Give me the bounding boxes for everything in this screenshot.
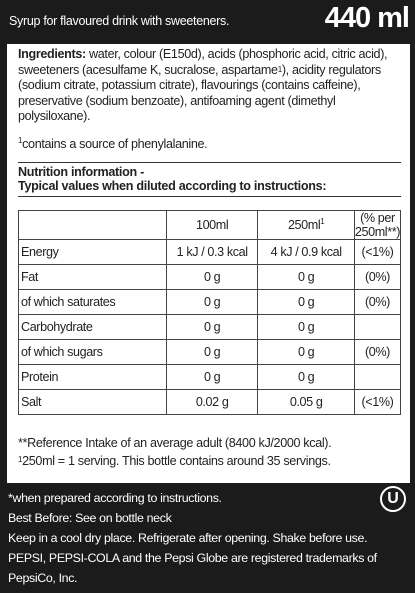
row-value-ri: (0%): [353, 339, 402, 365]
divider: [18, 196, 401, 197]
table-header-row: 100ml 250ml1 (% per 250ml**): [18, 210, 402, 240]
nutrition-notes: **Reference Intake of an average adult (…: [18, 434, 332, 470]
reference-intake-note: **Reference Intake of an average adult (…: [18, 436, 332, 450]
ingredients-sup: 1: [277, 64, 282, 74]
row-value-ri: [353, 314, 402, 340]
best-before: Best Before: See on bottle neck: [8, 511, 172, 525]
row-value-250ml: 0 g: [257, 289, 355, 315]
ingredients-label: Ingredients:: [18, 47, 86, 61]
footnote-text: contains a source of phenylalanine.: [22, 137, 208, 151]
table-row: of which sugars 0 g 0 g (0%): [18, 339, 402, 365]
row-value-250ml: 0 g: [257, 364, 355, 390]
kosher-symbol-icon: U: [380, 486, 406, 512]
storage-instructions: Keep in a cool dry place. Refrigerate af…: [8, 531, 368, 545]
row-label: Energy: [18, 239, 167, 265]
header-250ml: 250ml1: [257, 210, 355, 240]
table-row: Energy 1 kJ / 0.3 kcal 4 kJ / 0.9 kcal (…: [18, 239, 402, 265]
row-label: Fat: [18, 264, 167, 290]
row-value-ri: [353, 364, 402, 390]
ingredients-part2: ), acidity regulators (sodium citrate, p…: [18, 62, 381, 124]
product-description: Syrup for flavoured drink with sweetener…: [9, 14, 230, 28]
trademark-notice: PEPSI, PEPSI-COLA and the Pepsi Globe ar…: [8, 551, 377, 585]
nutrition-heading: Nutrition information - Typical values w…: [18, 165, 327, 193]
row-label: of which saturates: [18, 289, 167, 315]
row-value-100ml: 0.02 g: [165, 389, 259, 415]
row-label: of which sugars: [18, 339, 167, 365]
serving-note-text: 250ml = 1 serving. This bottle contains …: [22, 454, 331, 468]
table-row: Salt 0.02 g 0.05 g (<1%): [18, 389, 402, 415]
row-value-100ml: 0 g: [165, 364, 259, 390]
top-bar: Syrup for flavoured drink with sweetener…: [0, 0, 415, 44]
row-value-ri: (0%): [353, 289, 402, 315]
footnote-sup: 1: [18, 136, 23, 145]
table-row: Fat 0 g 0 g (0%): [18, 264, 402, 290]
row-value-250ml: 0 g: [257, 314, 355, 340]
nutrition-table: 100ml 250ml1 (% per 250ml**) Energy 1 kJ…: [18, 210, 402, 415]
label-panel: Ingredients: water, colour (E150d), acid…: [7, 44, 410, 483]
row-value-ri: (<1%): [353, 389, 402, 415]
row-value-100ml: 1 kJ / 0.3 kcal: [165, 239, 259, 265]
row-value-100ml: 0 g: [165, 314, 259, 340]
nutrition-title: Nutrition information -: [18, 165, 145, 179]
header-ri: (% per 250ml**): [353, 210, 402, 240]
row-value-ri: (0%): [353, 264, 402, 290]
footer-text: *when prepared according to instructions…: [8, 488, 415, 588]
table-cell: [18, 210, 167, 240]
ingredients-text: Ingredients: water, colour (E150d), acid…: [18, 47, 406, 125]
header-250ml-sup: 1: [320, 217, 325, 226]
row-value-ri: (<1%): [353, 239, 402, 265]
row-value-250ml: 4 kJ / 0.9 kcal: [257, 239, 355, 265]
divider: [18, 162, 401, 163]
phenylalanine-footnote: 1contains a source of phenylalanine.: [18, 136, 208, 151]
row-label: Protein: [18, 364, 167, 390]
header-250ml-text: 250ml: [287, 218, 321, 232]
row-value-100ml: 0 g: [165, 264, 259, 290]
serving-note-sup: 1: [18, 455, 23, 464]
serving-note: 1250ml = 1 serving. This bottle contains…: [18, 452, 331, 470]
table-row: of which saturates 0 g 0 g (0%): [18, 289, 402, 315]
ingredients-part1: water, colour (E150d), acids (phosphoric…: [18, 47, 388, 77]
header-100ml: 100ml: [165, 210, 259, 240]
nutrition-subtitle: Typical values when diluted according to…: [18, 179, 327, 193]
table-row: Carbohydrate 0 g 0 g: [18, 314, 402, 340]
prepared-note: *when prepared according to instructions…: [8, 491, 222, 505]
row-value-250ml: 0 g: [257, 339, 355, 365]
row-label: Salt: [18, 389, 167, 415]
table-row: Protein 0 g 0 g: [18, 364, 402, 390]
row-value-100ml: 0 g: [165, 339, 259, 365]
row-value-250ml: 0.05 g: [257, 389, 355, 415]
row-value-250ml: 0 g: [257, 264, 355, 290]
row-label: Carbohydrate: [18, 314, 167, 340]
row-value-100ml: 0 g: [165, 289, 259, 315]
volume-label: 440 ml: [324, 2, 410, 34]
